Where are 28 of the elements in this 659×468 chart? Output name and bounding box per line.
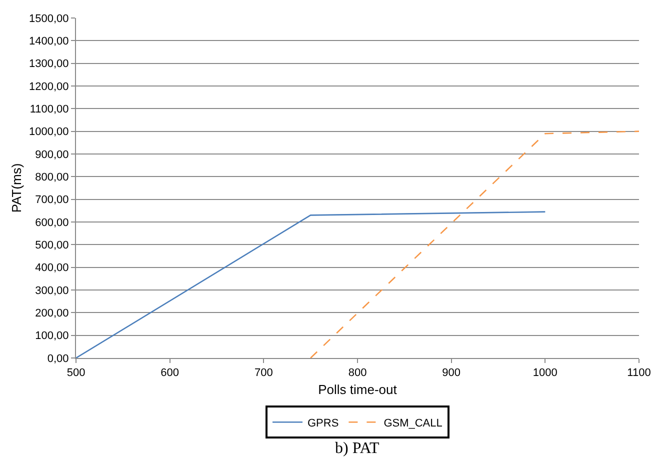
y-tick-label: 200,00 [35,308,69,320]
x-axis-title: Polls time-out [318,382,398,397]
y-tick-label: 1300,00 [29,58,69,70]
x-tick-label: 600 [160,367,180,380]
y-axis-title: PAT(ms) [8,163,24,213]
y-tick-label: 1100,00 [30,104,69,116]
legend-label: GSM_CALL [384,417,442,430]
y-tick-label: 300,00 [35,284,69,297]
x-tick-label: 800 [348,367,367,380]
y-tick-label: 1400,00 [29,36,69,48]
legend-label: GPRS [308,417,339,430]
y-tick-label: 400,00 [35,262,69,274]
y-tick-label: 900,00 [35,148,69,161]
text: b) PAT [335,440,380,457]
y-tick-label: 100,00 [35,330,69,342]
x-tick-label: 1100 [627,367,651,380]
x-tick-label: 1000 [532,367,558,380]
y-tick-label: 1500,00 [29,12,69,25]
y-tick-label: 1200,00 [29,80,69,93]
y-tick-label: 800,00 [35,172,69,184]
y-tick-label: 500,00 [35,240,69,252]
y-tick-label: 0,00 [47,352,69,365]
y-tick-label: 600,00 [35,216,69,229]
x-tick-label: 900 [442,367,461,380]
y-tick-label: 1000,00 [29,126,69,138]
x-tick-label: 700 [254,367,273,380]
y-tick-label: 700,00 [35,194,69,206]
x-tick-label: 500 [66,367,86,380]
